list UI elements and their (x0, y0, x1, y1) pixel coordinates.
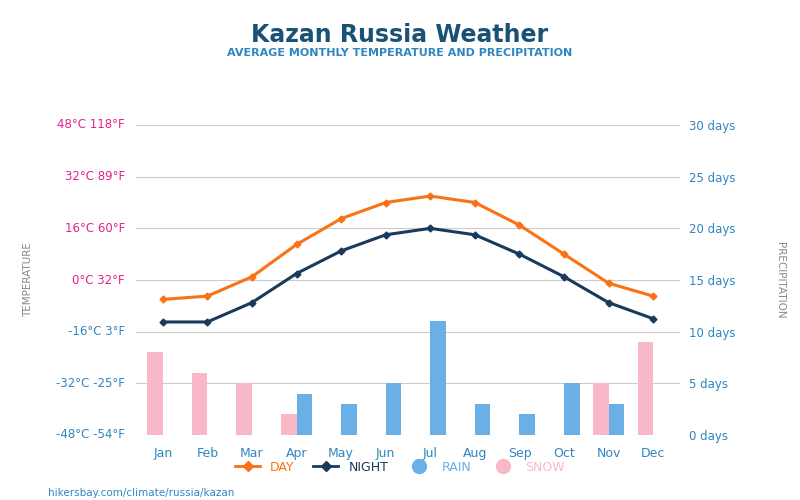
Bar (519, 414, 535, 435)
Bar (297, 394, 312, 435)
Text: hikersbay.com/climate/russia/kazan: hikersbay.com/climate/russia/kazan (48, 488, 234, 498)
Bar (192, 373, 207, 435)
Bar (281, 414, 297, 435)
Legend: DAY, NIGHT, RAIN, SNOW: DAY, NIGHT, RAIN, SNOW (230, 456, 570, 479)
Bar (386, 384, 402, 435)
Bar (564, 384, 580, 435)
Bar (475, 404, 490, 435)
Bar (430, 322, 446, 435)
Text: AVERAGE MONTHLY TEMPERATURE AND PRECIPITATION: AVERAGE MONTHLY TEMPERATURE AND PRECIPIT… (227, 48, 573, 58)
Text: -16°C 3°F: -16°C 3°F (68, 325, 125, 338)
Text: -32°C -25°F: -32°C -25°F (56, 377, 125, 390)
Bar (341, 404, 357, 435)
Bar (609, 404, 624, 435)
Text: PRECIPITATION: PRECIPITATION (775, 242, 785, 318)
Text: -48°C -54°F: -48°C -54°F (56, 428, 125, 442)
Text: 32°C 89°F: 32°C 89°F (65, 170, 125, 183)
Bar (236, 384, 252, 435)
Bar (638, 342, 654, 435)
Text: TEMPERATURE: TEMPERATURE (23, 242, 33, 318)
Text: 16°C 60°F: 16°C 60°F (65, 222, 125, 235)
Bar (147, 352, 162, 435)
Text: 48°C 118°F: 48°C 118°F (58, 118, 125, 132)
Text: Kazan Russia Weather: Kazan Russia Weather (251, 22, 549, 46)
Bar (593, 384, 609, 435)
Text: 0°C 32°F: 0°C 32°F (73, 274, 125, 286)
